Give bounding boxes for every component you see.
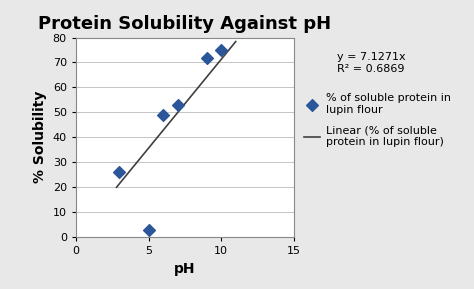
% of soluble protein in
lupin flour xyxy=(203,55,210,60)
Linear (% of soluble
protein in lupin flour) xyxy=(146,147,151,150)
Text: y = 7.1271x
R² = 0.6869: y = 7.1271x R² = 0.6869 xyxy=(337,52,405,74)
Legend: % of soluble protein in
lupin flour, Linear (% of soluble
protein in lupin flour: % of soluble protein in lupin flour, Lin… xyxy=(304,93,451,147)
Y-axis label: % Solubility: % Solubility xyxy=(33,91,47,184)
Linear (% of soluble
protein in lupin flour) xyxy=(118,180,124,183)
X-axis label: pH: pH xyxy=(174,262,196,276)
% of soluble protein in
lupin flour xyxy=(145,227,152,232)
% of soluble protein in
lupin flour xyxy=(174,103,182,107)
% of soluble protein in
lupin flour xyxy=(116,170,123,175)
Linear (% of soluble
protein in lupin flour) xyxy=(223,52,228,56)
Linear (% of soluble
protein in lupin flour) xyxy=(227,47,233,51)
Linear (% of soluble
protein in lupin flour) xyxy=(136,158,142,162)
Linear (% of soluble
protein in lupin flour) xyxy=(114,186,119,189)
% of soluble protein in
lupin flour xyxy=(218,48,225,52)
Linear (% of soluble
protein in lupin flour) xyxy=(233,40,238,43)
Title: Protein Solubility Against pH: Protein Solubility Against pH xyxy=(38,15,331,33)
% of soluble protein in
lupin flour xyxy=(159,112,167,117)
Linear (% of soluble
protein in lupin flour) xyxy=(121,177,127,180)
Line: Linear (% of soluble
protein in lupin flour): Linear (% of soluble protein in lupin fl… xyxy=(117,42,236,187)
